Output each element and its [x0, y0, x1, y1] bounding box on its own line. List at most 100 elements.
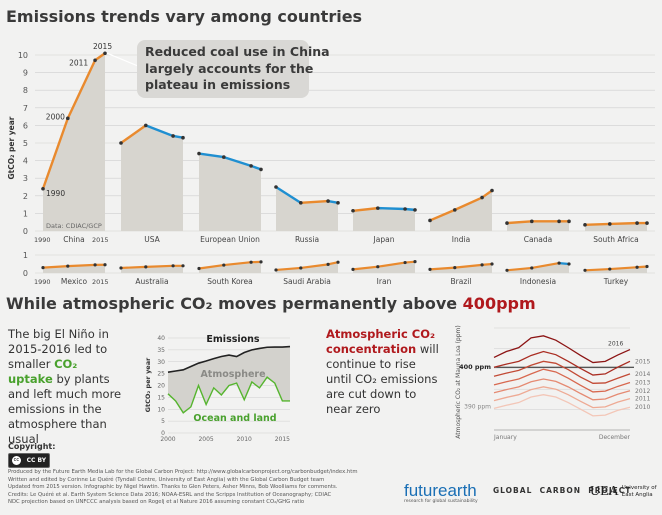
x-label-start: January [493, 434, 517, 441]
data-point [635, 221, 639, 225]
data-point [144, 123, 148, 128]
data-point [197, 151, 201, 156]
trend-segment [583, 267, 611, 272]
futurearth-logo[interactable]: futurearth research for global sustainab… [404, 481, 478, 504]
data-point [181, 264, 185, 268]
trend-segment [428, 266, 456, 271]
data-point [453, 208, 457, 212]
trend-segment [530, 262, 561, 270]
trend-segment [376, 261, 407, 268]
trend-segment [41, 117, 70, 190]
data-point [376, 265, 380, 269]
data-point [413, 260, 417, 264]
data-point [505, 268, 509, 272]
small-emitters-panel: 0 1 Mexico Australia South Korea Saudi Arabia… [23, 251, 655, 286]
cc-by-badge[interactable]: cc CC BY [8, 453, 50, 468]
y-tick-label: 5 [161, 418, 165, 425]
country-label: Australia [135, 277, 168, 286]
sinks-label: Ocean and land [193, 413, 276, 424]
y-tick-label: 4 [23, 157, 28, 166]
data-point [41, 266, 45, 270]
y-tick-label: 10 [18, 51, 28, 60]
data-point [567, 219, 571, 224]
data-point [222, 263, 226, 267]
data-point [608, 222, 612, 226]
data-point [557, 219, 561, 224]
large-emitters-panel: 0 1 2 3 4 5 6 7 8 9 10 GtCO₂ per year China USA Europe… [7, 42, 655, 244]
trend-segment [197, 263, 225, 270]
emissions-label: Emissions [206, 334, 260, 345]
copyright-label: Copyright: [8, 442, 56, 451]
data-point [41, 186, 45, 191]
country-label: Indonesia [520, 277, 556, 286]
trend-segment [326, 261, 340, 266]
data-point [181, 135, 185, 140]
gcp-logo[interactable]: GLOBAL CARBON PROJECT [493, 486, 631, 495]
trend-segment [274, 266, 302, 272]
y-tick-label: 0 [23, 227, 28, 236]
data-point [326, 262, 330, 266]
data-point [66, 116, 70, 121]
data-point [249, 260, 253, 264]
data-point [608, 267, 612, 271]
credit-line: Credits: Le Quéré et al. Earth System Sc… [8, 491, 332, 498]
series-label: 2012 [635, 388, 650, 395]
area-china [43, 53, 105, 231]
callout-line-3: plateau in emissions [145, 77, 291, 92]
area-japan [353, 208, 415, 231]
data-point [567, 262, 571, 266]
uea-logo[interactable]: UEA University of East Anglia [590, 484, 657, 500]
trend-segment [41, 265, 69, 269]
reference-label: 400 ppm [459, 363, 491, 371]
data-point [299, 266, 303, 270]
area-canada [507, 221, 569, 231]
ppm-tick-label: 390 ppm [464, 403, 491, 410]
series-label: 2013 [635, 380, 650, 387]
data-point [351, 267, 355, 271]
data-point [505, 221, 509, 225]
atmosphere-band [168, 346, 290, 413]
country-label: India [452, 235, 470, 244]
data-point [490, 188, 494, 193]
ppm-line-2015 [493, 350, 631, 376]
section-title-emphasis: 400ppm [462, 294, 536, 313]
trend-segment [480, 262, 494, 266]
trend-segment [480, 189, 494, 199]
y-tick-label: 6 [23, 121, 28, 130]
y-tick-label: 1 [23, 209, 28, 218]
sinks-line [167, 376, 290, 414]
data-point [428, 267, 432, 271]
trend-segment [557, 262, 571, 266]
data-point [645, 264, 649, 269]
axis-year-end: 2015 [92, 278, 109, 286]
y-tick-label: 40 [157, 335, 165, 342]
data-point [66, 264, 70, 268]
trend-segment [608, 266, 639, 271]
year-label: 2000 [46, 112, 65, 121]
page-title: Emissions trends vary among countries [6, 7, 363, 26]
data-point [530, 219, 534, 224]
axis-year-start: 1990 [34, 236, 51, 244]
trend-segment [119, 124, 148, 145]
trend-segment [351, 206, 379, 212]
trend-segment [299, 263, 330, 270]
el-nino-text-part1: The big El Niño in 2015-2016 led to smal… [8, 327, 109, 371]
trend-segment [453, 263, 484, 269]
el-nino-text-part2: by plants and left much more emissions i… [8, 372, 122, 446]
data-point [336, 201, 340, 205]
ppm-line-2014 [493, 360, 631, 384]
trend-segment [428, 208, 456, 222]
year-label: 2011 [69, 58, 88, 67]
emissions-line [167, 345, 291, 373]
trend-segment [144, 264, 175, 268]
data-point [93, 58, 97, 63]
series-label: 2011 [635, 396, 650, 403]
y-tick-label: 30 [157, 359, 165, 366]
trend-segment [505, 266, 533, 272]
data-point [635, 265, 639, 269]
futurearth-tagline: research for global sustainability [404, 499, 478, 504]
data-point [428, 218, 432, 223]
data-point [413, 208, 417, 212]
cc-icon: cc [11, 456, 21, 465]
